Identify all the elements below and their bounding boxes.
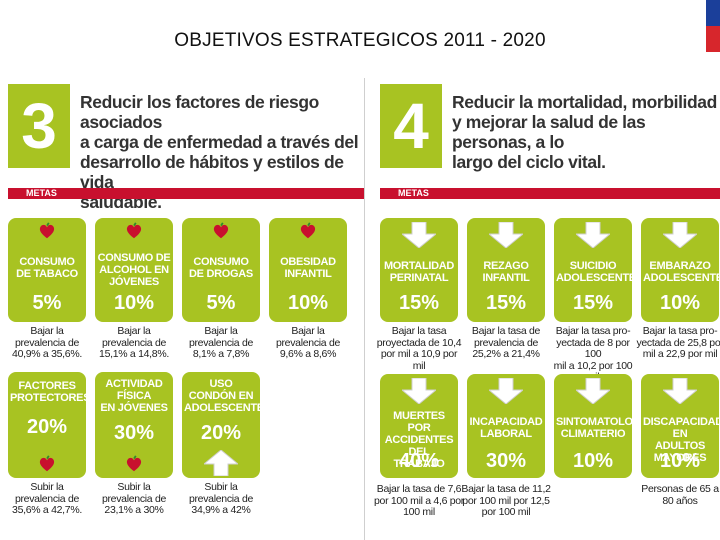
card-percentage: 10% xyxy=(659,450,701,472)
arrow-down-icon xyxy=(574,377,612,409)
card-label: CONSUMO DE TABACO xyxy=(16,256,78,280)
card-description: Bajar la tasa de 11,2 por 100 mil por 12,… xyxy=(461,483,551,518)
heart-icon xyxy=(38,222,56,245)
heart-icon xyxy=(125,455,143,478)
heart-icon xyxy=(38,455,56,478)
card-percentage: 20% xyxy=(26,416,68,438)
card-percentage: 10% xyxy=(113,292,155,314)
card-label: ACTIVIDAD FÍSICA EN JÓVENES xyxy=(100,378,168,414)
card-description: Bajar la tasa proyectada de 10,4 por mil a… xyxy=(376,325,462,372)
card-description: Subir la prevalencia de 34,9% a 42% xyxy=(188,481,254,516)
card-label: FACTORES PROTECTORES xyxy=(10,380,91,404)
arrow-down-icon xyxy=(487,377,525,409)
card-percentage: 40% xyxy=(398,450,440,472)
card-percentage: 10% xyxy=(659,292,701,314)
arrow-down-icon xyxy=(400,377,438,409)
card-description: Bajar la tasa de prevalencia de 25,2% a 21… xyxy=(471,325,541,360)
chile-flag-icon xyxy=(706,0,720,52)
card-percentage: 30% xyxy=(485,450,527,472)
obj3-card-5: FACTORES PROTECTORES 20% xyxy=(8,372,91,478)
card-label: DISCAPACIDAD EN ADULTOS MAYORES xyxy=(643,416,720,464)
card-description: Bajar la prevalencia de 40,9% a 35,6%. xyxy=(12,325,82,360)
heart-icon xyxy=(299,222,317,245)
obj3-card-2: CONSUMO DE ALCOHOL EN JÓVENES 10% xyxy=(95,218,173,322)
card-percentage: 5% xyxy=(32,292,62,314)
card-label: MORTALIDAD PERINATAL xyxy=(383,260,455,284)
card-percentage: 15% xyxy=(485,292,527,314)
card-description: Bajar la prevalencia de 8,1% a 7,8% xyxy=(188,325,254,360)
card-label: MUERTES POR ACCIDENTES DEL TRABAJO xyxy=(384,410,454,470)
objective-3-text: Reducir los factores de riesgo asociados… xyxy=(80,92,359,212)
arrow-down-icon xyxy=(400,221,438,253)
arrow-down-icon xyxy=(574,221,612,253)
card-label: CONSUMO DE ALCOHOL EN JÓVENES xyxy=(97,252,171,288)
card-percentage: 10% xyxy=(287,292,329,314)
card-percentage: 30% xyxy=(113,422,155,444)
card-percentage: 20% xyxy=(200,422,242,444)
heart-icon xyxy=(212,222,230,245)
card-label: SUICIDIO ADOLESCENTE xyxy=(556,260,636,284)
arrow-down-icon xyxy=(487,221,525,253)
page-title: OBJETIVOS ESTRATEGICOS 2011 - 2020 xyxy=(174,30,546,51)
arrow-down-icon xyxy=(661,377,699,409)
card-description: Bajar la prevalencia de 15,1% a 14,8%. xyxy=(99,325,169,360)
metas-bar-4: METAS xyxy=(380,188,720,199)
card-label: SINTOMATOLOGÍA CLIMATERIO xyxy=(556,416,652,440)
obj4-card-2: REZAGO INFANTIL 15% xyxy=(467,218,545,322)
heart-icon xyxy=(125,222,143,245)
card-description: Subir la prevalencia de 23,1% a 30% xyxy=(101,481,167,516)
arrow-up-icon xyxy=(202,449,240,481)
card-label: CONSUMO DE DROGAS xyxy=(189,256,253,280)
card-description: Bajar la tasa de 7,6 por 100 mil a 4,6 po… xyxy=(374,483,465,518)
card-percentage: 5% xyxy=(206,292,236,314)
card-description: Bajar la prevalencia de 9,6% a 8,6% xyxy=(275,325,341,360)
card-description: Subir la prevalencia de 35,6% a 42,7%. xyxy=(12,481,82,516)
card-description: Personas de 65 a 80 años xyxy=(641,483,719,507)
objective-4-number: 4 xyxy=(380,84,442,168)
obj3-card-6: ACTIVIDAD FÍSICA EN JÓVENES 30% xyxy=(95,372,173,478)
card-label: USO CONDÓN EN ADOLESCENTES xyxy=(184,378,271,414)
arrow-down-icon xyxy=(661,221,699,253)
metas-bar-3: METAS xyxy=(8,188,364,199)
objective-4-text: Reducir la mortalidad, morbilidad y mejor… xyxy=(452,92,717,172)
card-label: REZAGO INFANTIL xyxy=(482,260,530,284)
card-percentage: 10% xyxy=(572,450,614,472)
card-label: EMBARAZO ADOLESCENTE xyxy=(643,260,720,284)
objective-3-number: 3 xyxy=(8,84,70,168)
card-label: INCAPACIDAD LABORAL xyxy=(469,416,543,440)
card-description: Bajar la tasa pro-yectada de 25,8 por mil… xyxy=(636,325,720,360)
card-percentage: 15% xyxy=(572,292,614,314)
card-percentage: 15% xyxy=(398,292,440,314)
column-divider xyxy=(364,78,365,540)
card-label: OBESIDAD INFANTIL xyxy=(280,256,336,280)
